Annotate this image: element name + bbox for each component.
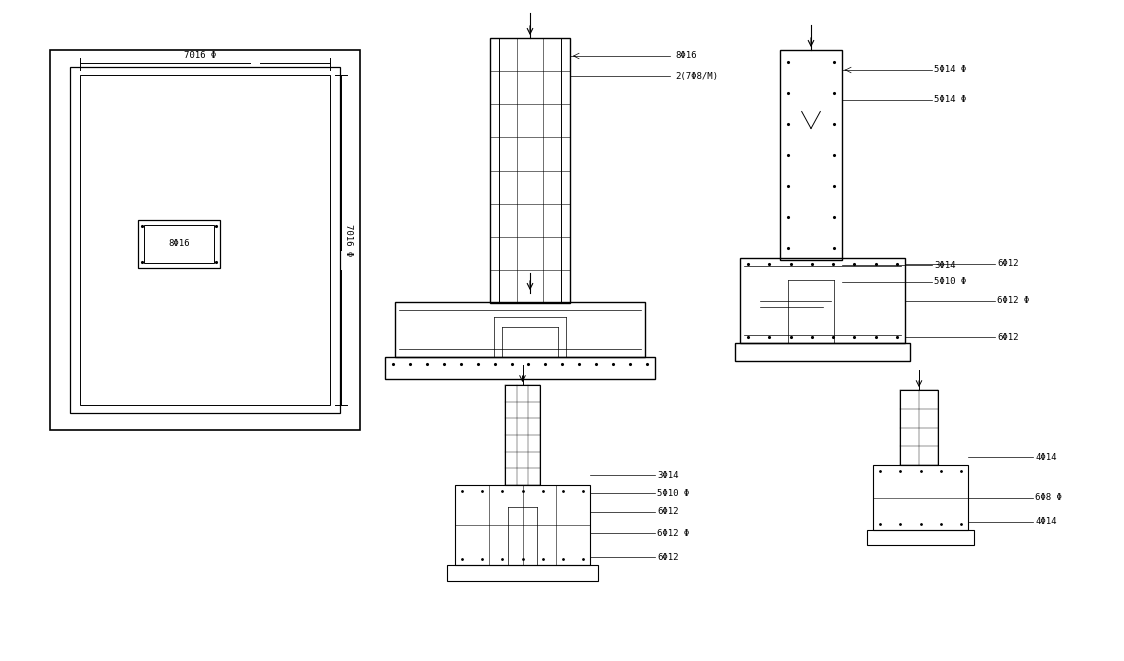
Text: 3Φ14: 3Φ14 xyxy=(658,471,679,479)
Text: 7016 Φ: 7016 Φ xyxy=(184,51,216,60)
Bar xyxy=(80,75,330,405)
Text: 5Φ10 Φ: 5Φ10 Φ xyxy=(934,278,967,286)
Bar xyxy=(499,38,561,303)
Text: 5Φ10 Φ: 5Φ10 Φ xyxy=(658,488,689,498)
Bar xyxy=(867,530,975,545)
Bar xyxy=(780,50,842,260)
Bar xyxy=(455,485,590,565)
Bar xyxy=(873,465,968,530)
Text: 6Φ12 Φ: 6Φ12 Φ xyxy=(997,296,1030,305)
Bar xyxy=(505,385,540,485)
Bar xyxy=(395,302,645,357)
Bar xyxy=(138,220,220,268)
Bar xyxy=(490,38,570,303)
Bar xyxy=(900,390,939,465)
Text: 6Φ12 Φ: 6Φ12 Φ xyxy=(658,529,689,537)
Text: 8Φ16: 8Φ16 xyxy=(676,52,697,61)
Bar xyxy=(386,357,655,379)
Text: 6Φ12: 6Φ12 xyxy=(997,332,1018,342)
Text: 5Φ14 Φ: 5Φ14 Φ xyxy=(934,65,967,75)
Text: 7016 Φ: 7016 Φ xyxy=(344,224,353,256)
Text: 6Φ12: 6Φ12 xyxy=(658,553,679,561)
Text: 3Φ14: 3Φ14 xyxy=(934,260,955,270)
Bar xyxy=(740,258,905,343)
Bar xyxy=(447,565,598,581)
Text: 5Φ14 Φ: 5Φ14 Φ xyxy=(934,95,967,104)
Bar xyxy=(70,67,339,413)
Bar xyxy=(49,50,360,430)
Bar xyxy=(144,225,214,263)
Text: 6Φ12: 6Φ12 xyxy=(658,507,679,516)
Text: 8Φ16: 8Φ16 xyxy=(169,239,190,249)
Text: 6Φ12: 6Φ12 xyxy=(997,260,1018,268)
Text: 4Φ14: 4Φ14 xyxy=(1035,453,1057,461)
Text: 4Φ14: 4Φ14 xyxy=(1035,518,1057,527)
Bar xyxy=(735,343,910,361)
Text: 2(7Φ8/M): 2(7Φ8/M) xyxy=(676,71,718,81)
Text: 6Φ8 Φ: 6Φ8 Φ xyxy=(1035,493,1062,502)
